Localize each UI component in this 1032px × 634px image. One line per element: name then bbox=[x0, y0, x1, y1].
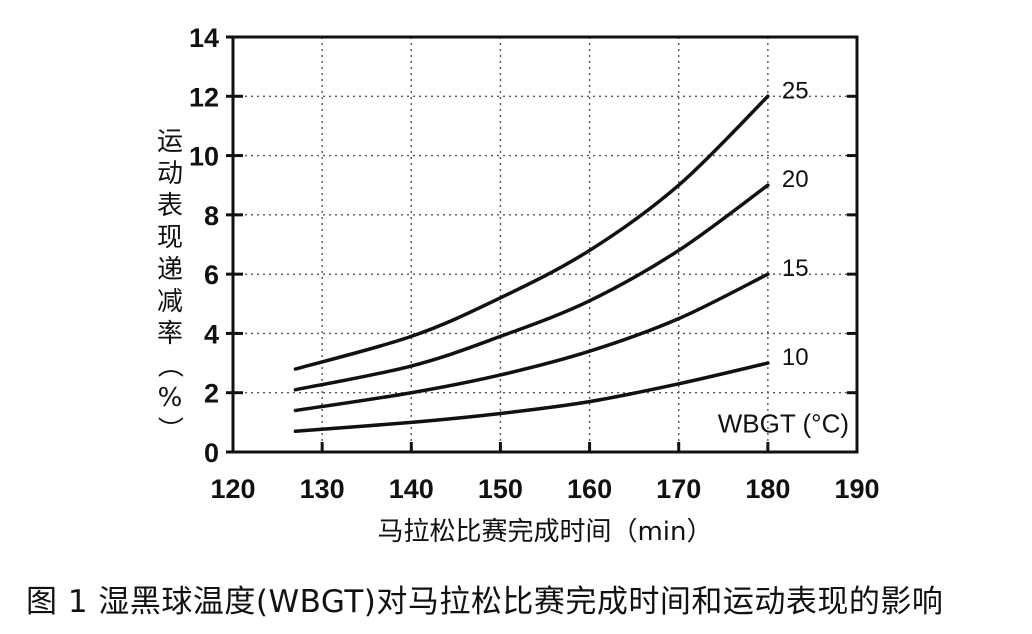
y-axis-title-char: ） bbox=[154, 416, 184, 442]
plot-frame bbox=[231, 35, 859, 454]
y-tick-label: 8 bbox=[204, 201, 219, 231]
series-label-15: 15 bbox=[782, 255, 809, 282]
y-axis-title-char: 运 bbox=[157, 127, 183, 157]
x-tick-label: 120 bbox=[210, 474, 255, 504]
y-tick-label: 0 bbox=[204, 438, 219, 468]
y-tick-label: 6 bbox=[204, 260, 219, 290]
y-tick-label: 2 bbox=[204, 379, 219, 409]
x-tick-label: 160 bbox=[567, 474, 612, 504]
y-tick-label: 10 bbox=[189, 142, 219, 172]
series-line-15 bbox=[293, 272, 770, 413]
x-tick-label: 180 bbox=[745, 474, 790, 504]
x-tick-label: 130 bbox=[300, 474, 345, 504]
ticks: 120 130 140 150 160 170 180 190 0 2 4 6 8 10 12 14 bbox=[189, 23, 880, 504]
series-label-20: 20 bbox=[782, 166, 809, 193]
series-lines bbox=[293, 94, 770, 433]
y-tick-label: 4 bbox=[204, 319, 219, 349]
y-axis-title-char: 动 bbox=[157, 159, 183, 189]
y-tick-label: 14 bbox=[189, 23, 219, 53]
y-axis-title-char: （ bbox=[154, 352, 184, 378]
series-line-25 bbox=[293, 94, 770, 371]
x-axis-title: 马拉松比赛完成时间（min） bbox=[377, 517, 712, 547]
series-line-10 bbox=[293, 361, 770, 433]
y-axis-title-char: 现 bbox=[157, 223, 183, 253]
y-tick-label: 12 bbox=[189, 82, 219, 112]
figure-caption: 图 1 湿黑球温度(WBGT)对马拉松比赛完成时间和运动表现的影响 bbox=[26, 584, 944, 620]
x-tick-label: 150 bbox=[478, 474, 523, 504]
x-tick-label: 140 bbox=[389, 474, 434, 504]
chart: 120 130 140 150 160 170 180 190 0 2 4 6 8 10 12 14 10 15… bbox=[154, 23, 880, 547]
legend-title: WBGT (°C) bbox=[718, 409, 849, 439]
series-label-10: 10 bbox=[782, 344, 809, 371]
series-labels: 10 15 20 25 bbox=[782, 77, 809, 371]
y-axis-title-char: 递 bbox=[157, 255, 183, 285]
series-label-25: 25 bbox=[782, 77, 809, 104]
y-axis-title-char: 减 bbox=[157, 287, 183, 317]
series-line-20 bbox=[293, 183, 770, 392]
y-axis-title-char: % bbox=[158, 383, 183, 413]
y-axis-title-char: 表 bbox=[157, 191, 183, 221]
x-tick-label: 170 bbox=[656, 474, 701, 504]
x-tick-label: 190 bbox=[834, 474, 879, 504]
y-axis-title-char: 率 bbox=[157, 319, 183, 349]
